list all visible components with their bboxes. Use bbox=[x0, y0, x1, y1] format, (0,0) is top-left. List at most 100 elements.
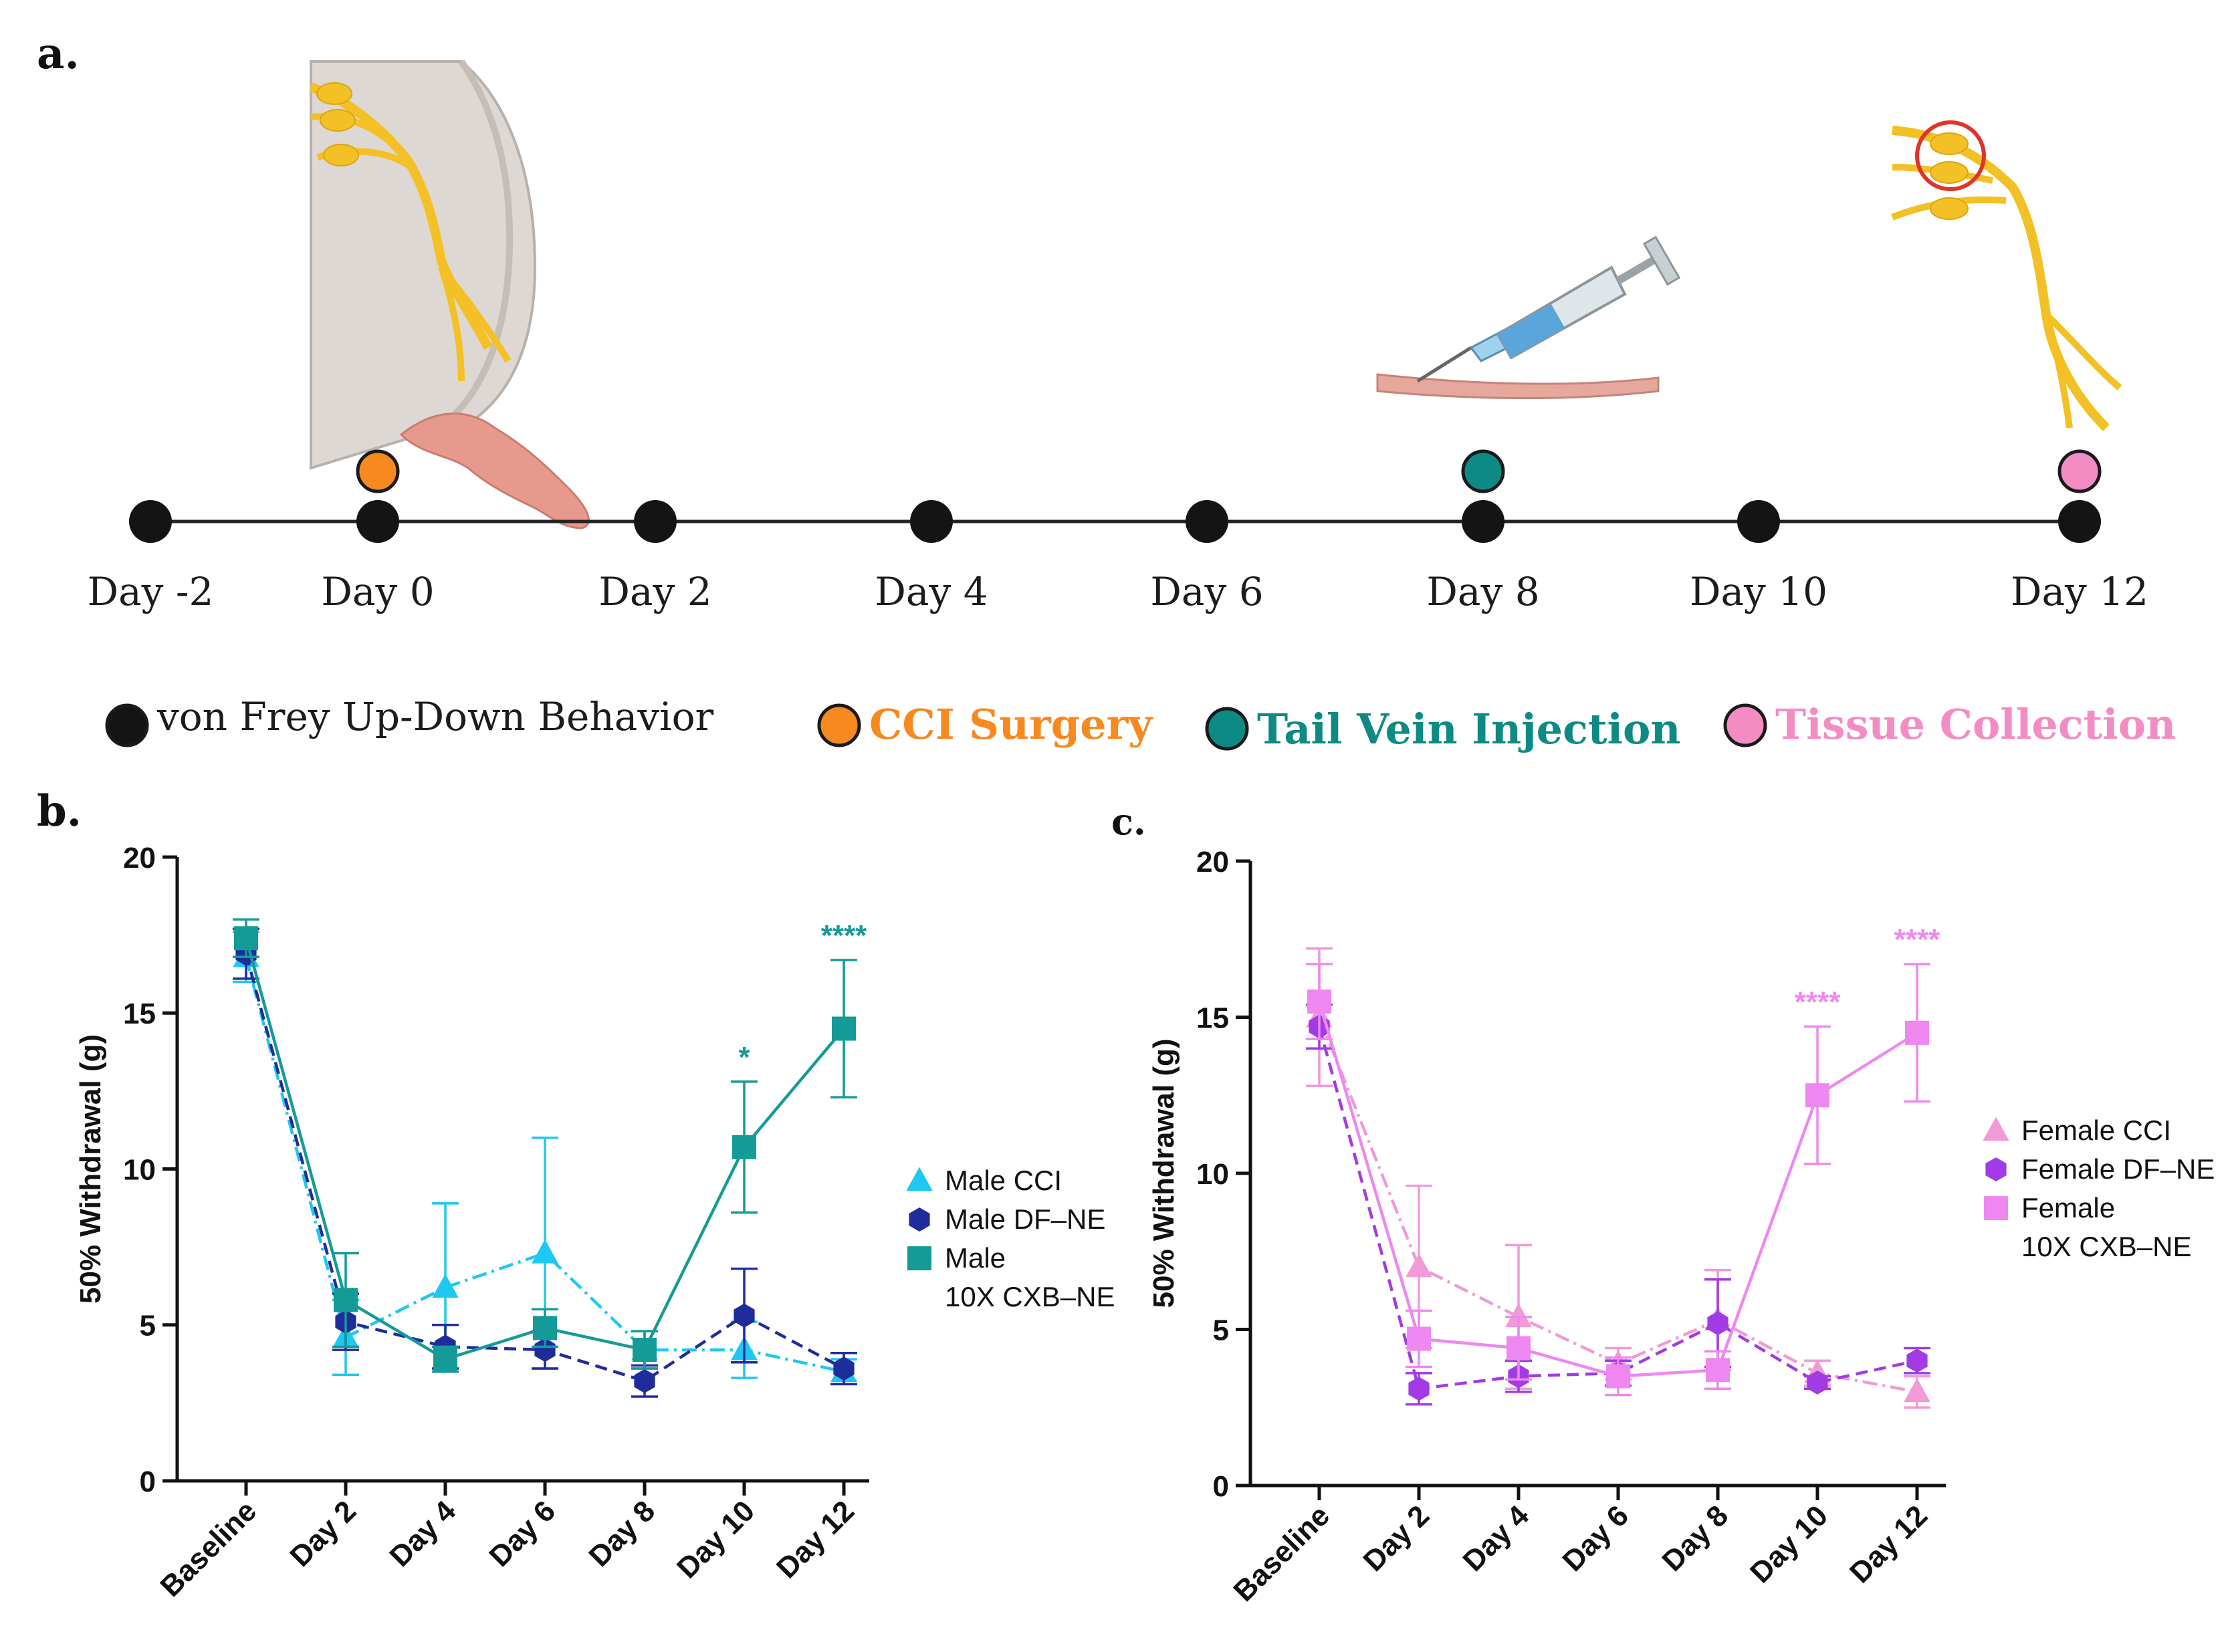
data-point-day-12 bbox=[833, 1356, 855, 1381]
series-female-df-ne bbox=[1306, 1004, 1930, 1406]
legend-label-male-cci: Male CCI bbox=[945, 1165, 1062, 1196]
timeline-legend: von Frey Up-Down Behavior CCI Surgery Tail… bbox=[105, 694, 2176, 753]
legend-swatch-cci-surgery bbox=[817, 703, 861, 747]
data-point-day-6 bbox=[534, 1338, 556, 1363]
chart-b: 0 5 10 15 20 50% Withdrawal (g) Baseline Day 2 D… bbox=[74, 842, 1115, 1603]
x-tick-label-day-8: Day 8 bbox=[1656, 1499, 1735, 1578]
legend-swatch-von-frey-up-down-behavior bbox=[105, 703, 149, 747]
panel-label-c: c. bbox=[1111, 800, 1146, 843]
timeline-dot-day-10 bbox=[1737, 500, 1780, 543]
significance-day-10: **** bbox=[1795, 986, 1841, 1019]
y-tick-label: 20 bbox=[1196, 846, 1229, 878]
data-point-day-2 bbox=[1407, 1326, 1431, 1351]
significance-day-10: * bbox=[738, 1041, 750, 1074]
chart-c: 0 5 10 15 20 50% Withdrawal (g) Baseline Day 2 D… bbox=[1147, 846, 2215, 1608]
x-tick-label-day-4: Day 4 bbox=[383, 1494, 462, 1573]
legend-label-cci-surgery: CCI Surgery bbox=[869, 700, 1153, 749]
timeline-dot-day-0 bbox=[356, 500, 399, 543]
timeline-label-day-6: Day 6 bbox=[1150, 569, 1263, 614]
timeline-label-day-2: Day 2 bbox=[598, 569, 711, 614]
data-point-day-6 bbox=[532, 1239, 558, 1264]
data-point-day-12 bbox=[1904, 1378, 1930, 1403]
timeline-dot-day-12 bbox=[2058, 500, 2101, 543]
y-tick-label: 20 bbox=[123, 842, 156, 874]
event-marker-day-12 bbox=[2057, 449, 2102, 493]
panel-label-a: a. bbox=[37, 29, 80, 79]
legend-marker-female bbox=[1984, 1196, 2008, 1221]
data-point-day-4 bbox=[1506, 1336, 1531, 1361]
data-point-day-10 bbox=[734, 1303, 755, 1328]
timeline-label-day-2: Day -2 bbox=[88, 569, 214, 614]
legend-label-male: Male bbox=[945, 1242, 1006, 1274]
x-tick-label-day-8: Day 8 bbox=[582, 1494, 661, 1573]
y-axis-label: 50% Withdrawal (g) bbox=[1147, 1039, 1180, 1308]
legend-label-line2: 10X CXB–NE bbox=[945, 1281, 1115, 1312]
timeline-dot-day-8 bbox=[1462, 500, 1504, 543]
data-point-day-2 bbox=[1406, 1253, 1432, 1278]
legend-marker-male-cci bbox=[906, 1167, 933, 1191]
x-tick-label-day-2: Day 2 bbox=[284, 1494, 362, 1573]
data-point-day-12 bbox=[832, 1016, 856, 1041]
timeline-label-day-8: Day 8 bbox=[1426, 569, 1539, 614]
y-tick-label: 15 bbox=[1196, 1001, 1229, 1034]
data-point-day-6 bbox=[533, 1316, 557, 1340]
series-female-10x-cxb-ne bbox=[1306, 963, 1930, 1397]
y-tick-label: 10 bbox=[1196, 1158, 1229, 1191]
y-tick-label: 5 bbox=[140, 1310, 156, 1342]
data-point-day-8 bbox=[1707, 1311, 1728, 1336]
timeline-label-day-10: Day 10 bbox=[1690, 569, 1827, 614]
event-marker-day-0 bbox=[356, 449, 400, 493]
x-tick-label-day-6: Day 6 bbox=[483, 1494, 562, 1573]
x-tick-label-day-6: Day 6 bbox=[1556, 1499, 1635, 1578]
data-point-day-12 bbox=[1906, 1348, 1928, 1373]
y-tick-label: 0 bbox=[1213, 1470, 1229, 1503]
timeline-label-day-4: Day 4 bbox=[875, 569, 988, 614]
data-point-baseline bbox=[1307, 989, 1331, 1014]
highlight-circle bbox=[1915, 120, 1986, 191]
x-tick-label-day-2: Day 2 bbox=[1357, 1499, 1436, 1578]
legend-label-female: Female bbox=[2021, 1192, 2115, 1223]
y-axis-label: 50% Withdrawal (g) bbox=[74, 1034, 107, 1304]
data-point-day-2 bbox=[334, 1288, 358, 1312]
event-marker-day-8 bbox=[1461, 449, 1505, 493]
timeline-label-day-0: Day 0 bbox=[321, 569, 434, 614]
legend-label-line2: 10X CXB–NE bbox=[2021, 1231, 2191, 1262]
y-tick-label: 5 bbox=[1213, 1314, 1229, 1346]
legend-label-female-cci: Female CCI bbox=[2021, 1114, 2171, 1146]
data-point-day-10 bbox=[732, 1135, 756, 1159]
series-line bbox=[1317, 1001, 1918, 1378]
data-point-day-4 bbox=[1505, 1303, 1532, 1328]
timeline: Day -2 Day 0 Day 2 Day 4 Day 6 Day 8 Day 10 Day… bbox=[88, 449, 2148, 614]
data-point-day-4 bbox=[432, 1274, 459, 1298]
legend-label-tissue-collection: Tissue Collection bbox=[1775, 700, 2176, 749]
x-tick-label-day-12: Day 12 bbox=[1844, 1499, 1934, 1589]
legend-label-tail-vein-injection: Tail Vein Injection bbox=[1257, 705, 1680, 753]
legend-marker-male-df-ne bbox=[909, 1207, 930, 1232]
y-tick-label: 15 bbox=[123, 997, 156, 1030]
panel-label-b: b. bbox=[37, 786, 82, 836]
data-point-day-8 bbox=[1706, 1358, 1730, 1383]
y-tick-label: 0 bbox=[140, 1465, 156, 1498]
data-point-day-4 bbox=[433, 1347, 457, 1372]
legend-marker-female-cci bbox=[1983, 1116, 2009, 1141]
data-point-day-6 bbox=[1606, 1364, 1630, 1389]
x-tick-label-baseline: Baseline bbox=[154, 1494, 263, 1603]
rat-leg-illustration bbox=[309, 60, 590, 529]
timeline-label-day-12: Day 12 bbox=[2011, 569, 2148, 614]
x-tick-label-baseline: Baseline bbox=[1227, 1499, 1336, 1608]
data-point-day-2 bbox=[1408, 1377, 1430, 1401]
legend-marker-female-df-ne bbox=[1985, 1157, 2007, 1182]
timeline-dot-day-4 bbox=[910, 500, 953, 543]
legend-swatch-tail-vein-injection bbox=[1205, 707, 1249, 751]
significance-day-12: **** bbox=[1894, 923, 1940, 956]
legend-label-male-df-ne: Male DF–NE bbox=[945, 1203, 1105, 1235]
series-male-10x-cxb-ne bbox=[233, 918, 857, 1373]
significance-day-12: **** bbox=[821, 919, 867, 952]
nerve-illustration bbox=[1891, 120, 2122, 431]
data-point-day-8 bbox=[633, 1338, 657, 1363]
legend-marker-male bbox=[907, 1246, 931, 1271]
x-tick-label-day-4: Day 4 bbox=[1456, 1499, 1535, 1578]
syringe-illustration bbox=[1376, 235, 1681, 400]
x-tick-label-day-10: Day 10 bbox=[1744, 1499, 1834, 1589]
